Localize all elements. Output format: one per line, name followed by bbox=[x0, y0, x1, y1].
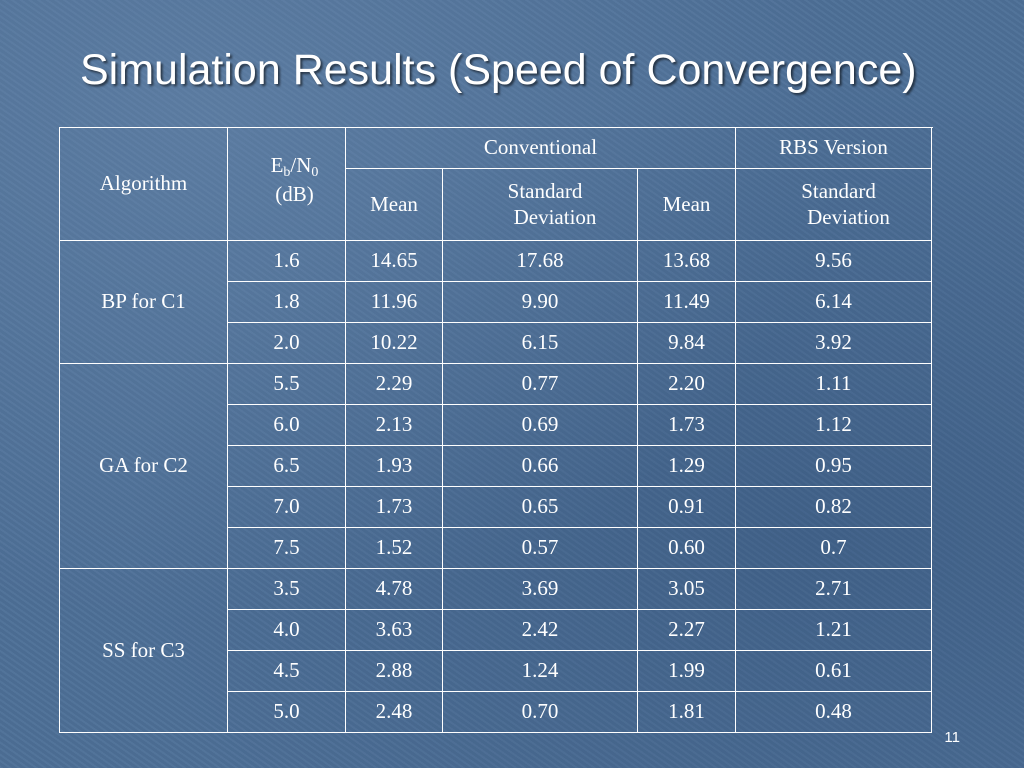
rbs-mean-cell: 9.84 bbox=[636, 322, 737, 364]
conv-mean-cell: 1.52 bbox=[345, 527, 443, 569]
header-rbs-std: Standard Deviation bbox=[735, 168, 933, 241]
slide-number: 11 bbox=[944, 729, 960, 746]
conv-mean-cell: 2.48 bbox=[345, 691, 443, 733]
header-algorithm: Algorithm bbox=[59, 127, 228, 241]
header-ebn0-unit: (dB) bbox=[275, 181, 314, 206]
table-row: 6.0 2.13 0.69 1.73 1.12 bbox=[60, 404, 933, 446]
ebn0-cell: 2.0 bbox=[227, 322, 346, 364]
rbs-mean-cell: 13.68 bbox=[636, 240, 737, 282]
ebn0-cell: 6.5 bbox=[227, 445, 346, 487]
header-row: Algorithm Eb/N0 (dB) Conventional RBS Ve… bbox=[59, 127, 933, 241]
conv-mean-cell: 1.93 bbox=[345, 445, 443, 487]
conv-std-cell: 0.66 bbox=[442, 445, 638, 487]
header-conventional: Conventional bbox=[344, 127, 737, 169]
conv-std-cell: 17.68 bbox=[442, 240, 638, 282]
conv-mean-cell: 2.13 bbox=[345, 404, 443, 446]
rbs-std-cell: 6.14 bbox=[735, 281, 933, 323]
conv-mean-cell: 4.78 bbox=[345, 568, 443, 610]
conv-std-cell: 2.42 bbox=[442, 609, 638, 651]
algorithm-cell: SS for C3 bbox=[59, 568, 228, 733]
conv-std-cell: 1.24 bbox=[442, 650, 638, 692]
rbs-mean-cell: 0.91 bbox=[636, 486, 737, 528]
conv-std-cell: 0.69 bbox=[442, 404, 638, 446]
results-table: Algorithm Eb/N0 (dB) Conventional RBS Ve… bbox=[59, 127, 933, 733]
conv-std-cell: 0.57 bbox=[442, 527, 638, 569]
rbs-std-cell: 1.11 bbox=[735, 363, 933, 405]
slide-title: Simulation Results (Speed of Convergence… bbox=[80, 46, 917, 94]
ebn0-cell: 5.0 bbox=[227, 691, 346, 733]
rbs-mean-cell: 1.99 bbox=[636, 650, 737, 692]
table-row: 5.0 2.48 0.70 1.81 0.48 bbox=[60, 691, 933, 733]
conv-std-cell: 0.65 bbox=[442, 486, 638, 528]
table-row: 4.0 3.63 2.42 2.27 1.21 bbox=[60, 609, 933, 651]
conv-mean-cell: 1.73 bbox=[345, 486, 443, 528]
algorithm-cell: BP for C1 bbox=[59, 240, 228, 364]
algorithm-cell: GA for C2 bbox=[59, 363, 228, 569]
header-ebn0-label: Eb/N0 bbox=[270, 153, 319, 180]
conv-std-cell: 0.77 bbox=[442, 363, 638, 405]
rbs-mean-cell: 1.73 bbox=[636, 404, 737, 446]
rbs-mean-cell: 1.29 bbox=[636, 445, 737, 487]
ebn0-cell: 1.8 bbox=[227, 281, 346, 323]
header-conv-mean: Mean bbox=[345, 168, 443, 241]
ebn0-cell: 3.5 bbox=[227, 568, 346, 610]
results-table-body: Algorithm Eb/N0 (dB) Conventional RBS Ve… bbox=[59, 127, 933, 733]
rbs-std-cell: 0.7 bbox=[735, 527, 933, 569]
table-row: GA for C2 5.5 2.29 0.77 2.20 1.11 bbox=[59, 363, 933, 569]
rbs-mean-cell: 11.49 bbox=[636, 281, 737, 323]
header-rbs-mean: Mean bbox=[636, 168, 737, 241]
rbs-std-cell: 9.56 bbox=[735, 240, 933, 282]
conv-mean-cell: 14.65 bbox=[345, 240, 443, 282]
conv-mean-cell: 2.88 bbox=[345, 650, 443, 692]
subheader-row: Mean Standard Deviation Mean Standard De… bbox=[60, 168, 933, 241]
table-row: BP for C1 1.6 14.65 17.68 13.68 9.56 bbox=[59, 240, 933, 364]
conv-std-cell: 3.69 bbox=[442, 568, 638, 610]
rbs-std-cell: 0.48 bbox=[735, 691, 933, 733]
header-conv-std: Standard Deviation bbox=[442, 168, 638, 241]
ebn0-cell: 1.6 bbox=[227, 240, 346, 282]
conv-mean-cell: 2.29 bbox=[345, 363, 443, 405]
rbs-mean-cell: 2.20 bbox=[636, 363, 737, 405]
ebn0-cell: 7.5 bbox=[227, 527, 346, 569]
conv-mean-cell: 11.96 bbox=[345, 281, 443, 323]
header-rbs-version: RBS Version bbox=[735, 127, 933, 169]
rbs-mean-cell: 2.27 bbox=[636, 609, 737, 651]
table-row: 1.8 11.96 9.90 11.49 6.14 bbox=[60, 281, 933, 323]
rbs-mean-cell: 3.05 bbox=[636, 568, 737, 610]
rbs-std-cell: 3.92 bbox=[735, 322, 933, 364]
rbs-std-cell: 0.61 bbox=[735, 650, 933, 692]
conv-mean-cell: 3.63 bbox=[345, 609, 443, 651]
table-row: 7.5 1.52 0.57 0.60 0.7 bbox=[60, 527, 933, 569]
ebn0-cell: 6.0 bbox=[227, 404, 346, 446]
rbs-std-cell: 0.82 bbox=[735, 486, 933, 528]
rbs-std-cell: 0.95 bbox=[735, 445, 933, 487]
conv-std-cell: 9.90 bbox=[442, 281, 638, 323]
rbs-std-cell: 1.21 bbox=[735, 609, 933, 651]
ebn0-cell: 7.0 bbox=[227, 486, 346, 528]
ebn0-cell: 4.0 bbox=[227, 609, 346, 651]
rbs-std-cell: 2.71 bbox=[735, 568, 933, 610]
rbs-std-cell: 1.12 bbox=[735, 404, 933, 446]
ebn0-cell: 4.5 bbox=[227, 650, 346, 692]
ebn0-cell: 5.5 bbox=[227, 363, 346, 405]
conv-std-cell: 0.70 bbox=[442, 691, 638, 733]
conv-std-cell: 6.15 bbox=[442, 322, 638, 364]
header-ebn0: Eb/N0 (dB) bbox=[227, 127, 346, 241]
table-row: SS for C3 3.5 4.78 3.69 3.05 2.71 bbox=[59, 568, 933, 733]
table-row: 6.5 1.93 0.66 1.29 0.95 bbox=[60, 445, 933, 487]
conv-mean-cell: 10.22 bbox=[345, 322, 443, 364]
rbs-mean-cell: 1.81 bbox=[636, 691, 737, 733]
rbs-mean-cell: 0.60 bbox=[636, 527, 737, 569]
